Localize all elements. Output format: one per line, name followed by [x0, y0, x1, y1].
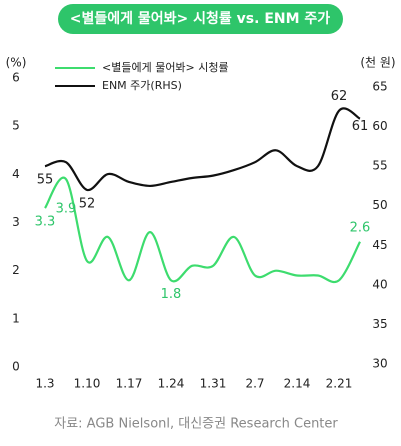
y-tick-label: 4 [12, 167, 20, 181]
value-label: 62 [331, 89, 348, 104]
y-axis-label: (%) [6, 56, 27, 70]
value-label: 3.9 [56, 202, 77, 217]
x-tick-label: 1.3 [35, 377, 54, 391]
x-tick-label: 1.17 [116, 377, 143, 391]
series-line [44, 176, 361, 284]
source: 자료: AGB Nielsonl, 대신증권 Research Center [54, 417, 338, 432]
value-label: 1.8 [161, 287, 182, 302]
title-pill [58, 4, 343, 34]
y2-tick-label: 40 [372, 277, 387, 291]
chart-title: <별들에게 물어봐> 시청률 vs. ENM 주가 [70, 10, 330, 27]
y-tick-label: 3 [12, 215, 20, 229]
y-tick-label: 5 [12, 119, 20, 133]
y2-tick-label: 30 [372, 357, 387, 371]
y2-axis-label: (천 원) [360, 55, 395, 70]
y2-tick-label: 35 [372, 317, 387, 331]
value-label: 52 [79, 196, 96, 211]
y2-tick-label: 45 [372, 238, 387, 252]
x-tick-label: 1.24 [158, 377, 185, 391]
x-tick-label: 2.14 [284, 377, 311, 391]
x-tick-label: 1.10 [74, 377, 101, 391]
y-tick-label: 6 [12, 71, 20, 85]
value-label: 3.3 [35, 215, 56, 230]
y-tick-label: 2 [12, 263, 20, 277]
legend-label: <별들에게 물어봐> 시청률 [102, 61, 229, 74]
y2-tick-label: 65 [372, 80, 387, 94]
series-line [44, 107, 361, 191]
x-tick-label: 2.21 [326, 377, 353, 391]
x-tick-label: 2.7 [245, 377, 264, 391]
y2-tick-label: 60 [372, 119, 387, 133]
value-label: 55 [37, 173, 54, 188]
legend-label: ENM 주가(RHS) [102, 79, 182, 92]
y-tick-label: 1 [12, 311, 20, 325]
y2-tick-label: 55 [372, 159, 387, 173]
y-tick-label: 0 [12, 360, 20, 374]
value-label: 2.6 [350, 220, 371, 235]
x-tick-label: 1.31 [200, 377, 227, 391]
value-label: 61 [352, 119, 369, 134]
y2-tick-label: 50 [372, 198, 387, 212]
